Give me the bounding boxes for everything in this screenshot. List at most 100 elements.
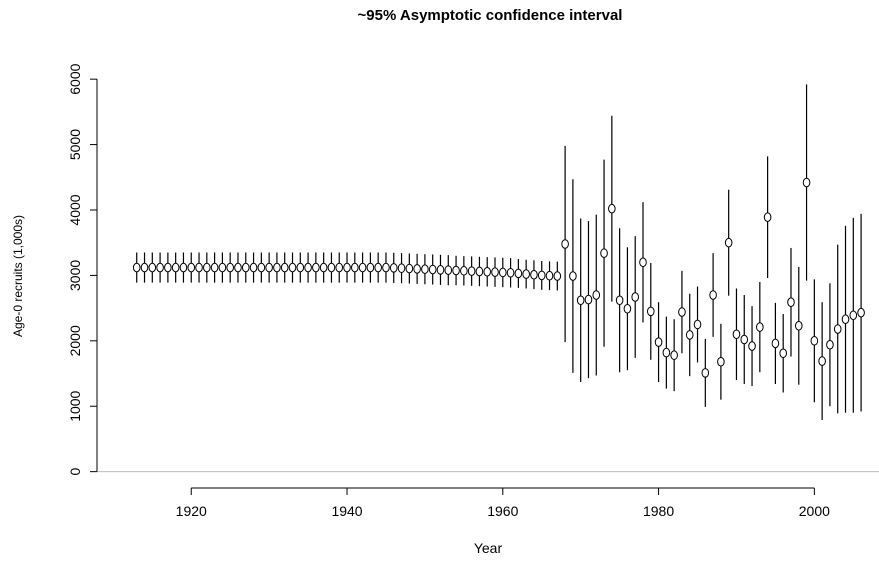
point [164,262,172,273]
point [358,262,367,273]
point [693,319,702,330]
point [382,262,390,273]
point [475,266,484,277]
point [654,337,663,347]
point [522,269,530,279]
point [140,262,149,273]
y-tick-label: 6000 [67,63,83,94]
point [592,290,601,300]
point [413,264,421,274]
point [584,294,593,305]
point [756,322,764,332]
point [709,290,717,300]
point [818,356,826,366]
point [273,262,281,273]
point [646,306,655,317]
point [241,262,250,273]
point [343,262,351,273]
point [732,329,741,340]
point [514,268,523,279]
point [304,262,312,273]
point [148,262,157,273]
point [553,271,562,281]
point [724,237,733,248]
x-axis-label: Year [474,540,503,556]
point [296,262,305,273]
point [288,262,297,273]
point [483,267,492,277]
point [351,262,359,273]
y-tick-label: 0 [67,468,83,476]
point [319,262,328,273]
y-tick-label: 5000 [67,129,83,160]
point [794,320,803,331]
x-tick-label: 1920 [176,503,207,519]
point [452,265,460,276]
point [615,295,624,306]
point [530,269,538,280]
point [623,303,632,314]
point [787,297,795,308]
point [187,262,196,273]
point [537,270,546,281]
point [218,262,227,273]
x-tick-label: 1980 [643,503,674,519]
point [841,314,850,325]
point [179,262,188,273]
point [405,263,414,274]
y-tick-label: 2000 [67,325,83,356]
point [374,262,382,273]
point [171,262,180,273]
point [701,368,710,378]
x-tick-label: 1960 [487,503,518,519]
point [826,339,834,350]
point [210,262,219,273]
point [444,265,453,275]
y-axis-label: Age-0 recruits (1,000s) [11,215,25,337]
point [678,307,686,317]
point [833,324,842,334]
point [569,271,577,281]
chart-title: ~95% Asymptotic confidence interval [358,7,623,24]
point [771,338,780,349]
point [257,262,266,273]
point [662,347,671,358]
point [670,350,678,361]
point [366,262,375,273]
point [428,264,437,275]
point [810,336,819,346]
point [421,264,429,274]
point [685,330,694,340]
point [327,262,336,273]
point [717,356,725,367]
y-tick-label: 3000 [67,260,83,291]
point [849,310,858,321]
point [740,334,749,345]
point [280,262,289,273]
point [195,262,203,273]
point [600,248,608,258]
point [467,266,476,276]
point [397,263,406,274]
point [203,262,211,273]
point [779,348,787,359]
point [249,262,258,273]
point [226,262,234,273]
point [748,341,756,351]
point [335,262,344,273]
point [498,267,507,278]
point [312,262,320,273]
point [389,263,398,273]
point [608,203,616,214]
point [576,295,585,306]
point [265,262,273,273]
point [545,270,554,281]
point [639,257,647,268]
point [631,292,640,302]
point [234,262,242,273]
point [132,262,141,273]
point [763,212,772,222]
point [156,262,164,273]
point [802,177,811,188]
